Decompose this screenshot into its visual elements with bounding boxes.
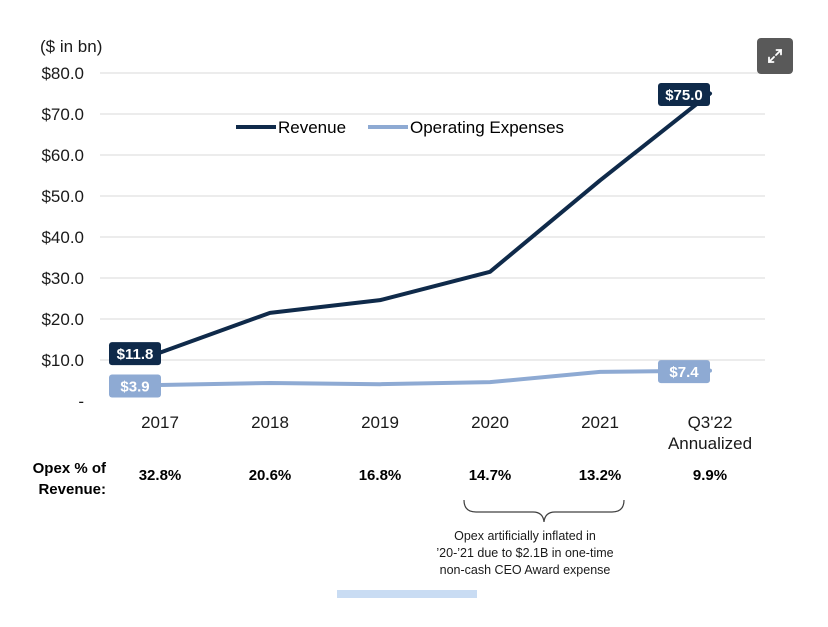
y-tick-label: $20.0 [41,310,84,329]
revenue-start-label: $11.8 [117,346,154,363]
opex-end-label-box [658,360,710,384]
unit-label: ($ in bn) [40,37,102,56]
x-tick-label: 2019 [361,413,399,432]
bottom-bar [337,590,477,598]
series-line-revenue [158,91,712,355]
x-tick-label: 2017 [141,413,179,432]
gridlines [100,72,765,361]
y-tick-label: $30.0 [41,269,84,288]
y-tick-label: - [78,392,84,411]
y-tick-label: $40.0 [41,228,84,247]
series-line-operating-expenses [158,368,712,388]
note-line2: ’20-’21 due to $2.1B in one-time [436,546,614,560]
endpoint-labels: $11.8 $75.0 $3.9 $7.4 [109,83,710,398]
x-axis-ticks: 2017 2018 2019 2020 2021 Q3'22 Annualized [141,413,752,453]
opex-start-label: $3.9 [120,379,149,396]
opex-title-line1: Opex % of [32,460,106,477]
opex-percent-value: 20.6% [248,467,292,484]
note-line3: non-cash CEO Award expense [439,563,611,577]
y-tick-label: $70.0 [41,105,84,124]
y-tick-label: $60.0 [41,146,84,165]
expand-icon [768,49,782,63]
opex-percent-value: 13.2% [578,467,622,484]
revenue-end-label: $75.0 [665,87,703,104]
y-tick-label: $50.0 [41,187,84,206]
revenue-end-label-box [658,83,710,106]
x-tick-label: 2018 [251,413,289,432]
opex-start-label-box [109,374,161,398]
opex-row-title: Opex % of Revenue: [20,458,106,500]
opex-percent-value: 32.8% [138,467,182,484]
legend-label-operating-expenses: Operating Expenses [410,118,564,137]
opex-end-label: $7.4 [669,364,699,381]
y-tick-label: $80.0 [41,64,84,83]
opex-title-line2: Revenue: [38,481,106,498]
annotation-brace [463,499,625,523]
revenue-start-label-box [109,342,161,366]
brace-path [463,499,625,523]
opex-percent-value: 9.9% [692,467,728,484]
opex-percent-value: 16.8% [358,467,402,484]
y-tick-label: $10.0 [41,351,84,370]
x-tick-label: 2021 [581,413,619,432]
expand-button[interactable] [757,38,793,74]
x-tick-label: 2020 [471,413,509,432]
series-lines [158,91,712,388]
note-line1: Opex artificially inflated in [454,529,596,543]
legend: Revenue Operating Expenses [236,118,564,137]
x-tick-label: Q3'22 Annualized [668,413,752,453]
legend-label-revenue: Revenue [278,118,346,137]
opex-percent-value: 14.7% [468,467,512,484]
y-axis-ticks: - $10.0 $20.0 $30.0 $40.0 $50.0 $60.0 $70.0 $80.… [41,64,84,411]
annotation-note: Opex artificially inflated in ’20-’21 du… [420,528,630,579]
